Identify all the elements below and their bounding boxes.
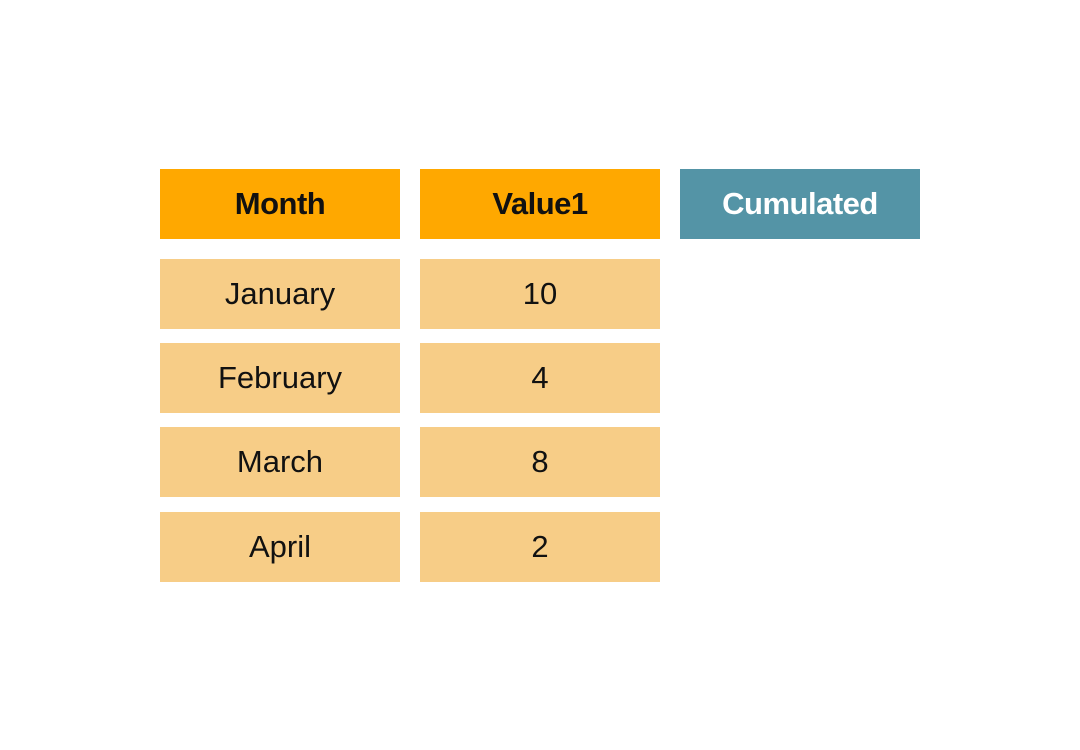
month-cell: January bbox=[160, 259, 400, 329]
month-cell-label: March bbox=[236, 444, 324, 479]
value-cell-label: 4 bbox=[531, 360, 549, 395]
value-cell: 10 bbox=[420, 259, 660, 329]
month-cell-label: April bbox=[248, 529, 311, 564]
header-value1-label: Value1 bbox=[492, 186, 588, 221]
month-cell-label: February bbox=[217, 360, 343, 395]
header-cumulated-label: Cumulated bbox=[722, 186, 878, 221]
value-cell-label: 10 bbox=[522, 276, 558, 311]
month-cell: February bbox=[160, 343, 400, 413]
header-value1: Value1 bbox=[420, 169, 660, 239]
value-cell-label: 2 bbox=[531, 529, 549, 564]
value-cell: 2 bbox=[420, 512, 660, 582]
value-cell: 8 bbox=[420, 427, 660, 497]
value-cell-label: 8 bbox=[531, 444, 549, 479]
month-cell-label: January bbox=[224, 276, 336, 311]
value-cell: 4 bbox=[420, 343, 660, 413]
header-month-label: Month bbox=[234, 186, 326, 221]
header-cumulated: Cumulated bbox=[680, 169, 920, 239]
month-cell: April bbox=[160, 512, 400, 582]
header-month: Month bbox=[160, 169, 400, 239]
month-cell: March bbox=[160, 427, 400, 497]
